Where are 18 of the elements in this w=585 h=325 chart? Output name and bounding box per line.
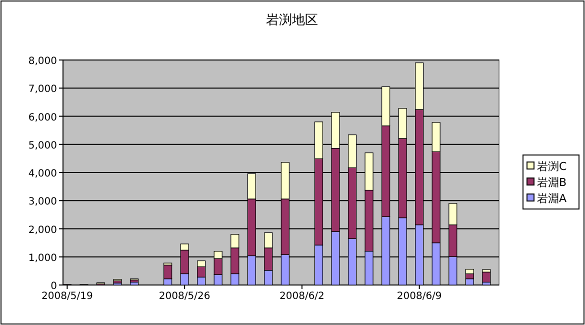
bar [482, 272, 491, 282]
legend-label: 岩淵A [537, 192, 567, 205]
legend-label: 岩淵B [537, 176, 567, 189]
y-tick-label: 1,000 [28, 252, 57, 264]
y-tick-label: 4,000 [28, 168, 57, 180]
x-tick-label: 2008/5/19 [42, 291, 93, 302]
y-tick-label: 2,000 [28, 224, 57, 236]
y-tick-label: 8,000 [28, 56, 57, 67]
x-tick-label: 2008/6/9 [396, 291, 442, 302]
x-tick-label: 2008/6/2 [280, 291, 324, 302]
y-tick-label: 5,000 [28, 140, 57, 152]
y-tick-label: 6,000 [28, 112, 57, 124]
legend-label: 岩渕C [537, 160, 567, 173]
y-tick-label: 3,000 [28, 196, 57, 208]
y-tick-label: 7,000 [28, 84, 57, 96]
y-tick-label: 0 [50, 281, 57, 292]
title: 岩渕地区 [266, 13, 318, 28]
x-tick-label: 2008/5/26 [158, 291, 210, 302]
